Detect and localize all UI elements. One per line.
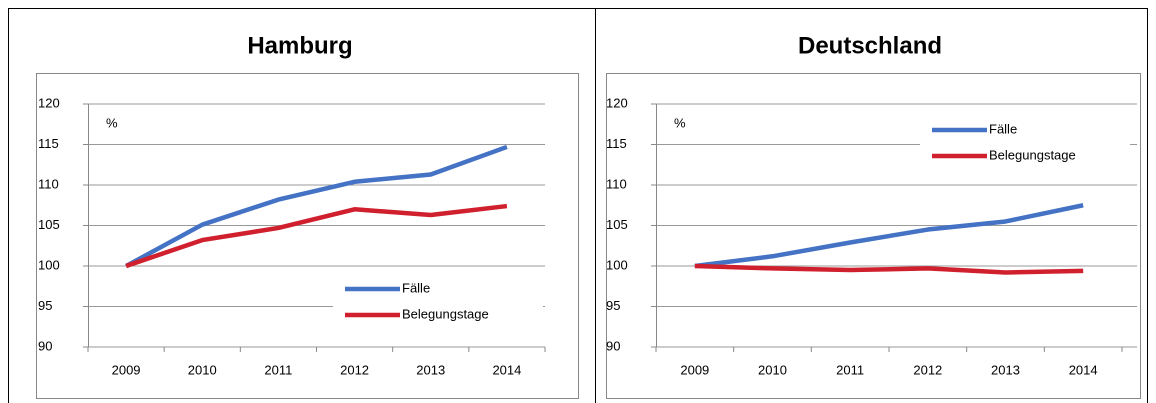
x-tick-label: 2010 <box>758 362 787 377</box>
x-tick-label: 2011 <box>836 362 864 377</box>
y-tick-label: 115 <box>38 136 59 151</box>
legend-box <box>333 275 543 333</box>
x-tick-label: 2012 <box>340 362 369 377</box>
y-tick-label: 90 <box>38 338 52 353</box>
x-tick-label: 2012 <box>913 362 942 377</box>
y-tick-label: 100 <box>38 257 60 272</box>
x-tick-label: 2011 <box>264 362 292 377</box>
y-tick-label: 95 <box>606 298 620 313</box>
series-line <box>694 203 1084 269</box>
y-tick-label: 105 <box>38 217 60 232</box>
legend-label: Belegungstage <box>402 306 489 321</box>
y-tick-label: 90 <box>606 338 620 353</box>
y-tick-label: 110 <box>38 176 59 191</box>
series-line <box>694 263 1084 275</box>
x-tick-label: 2009 <box>680 362 709 377</box>
y-unit-label: % <box>674 115 686 130</box>
y-tick-label: 100 <box>606 257 628 272</box>
y-tick-label: 120 <box>38 95 60 110</box>
y-unit-label: % <box>106 115 118 130</box>
x-tick-label: 2013 <box>416 362 445 377</box>
x-tick-label: 2014 <box>1069 362 1098 377</box>
chart-box <box>36 73 579 399</box>
y-tick-label: 105 <box>606 217 628 232</box>
legend-box <box>920 116 1130 174</box>
chart-box <box>606 73 1141 399</box>
chart-title: Hamburg <box>247 32 352 59</box>
y-tick-label: 120 <box>606 95 628 110</box>
x-tick-label: 2013 <box>991 362 1020 377</box>
series-line <box>125 203 508 269</box>
x-tick-label: 2010 <box>188 362 217 377</box>
series-line <box>125 144 508 268</box>
chart-title: Deutschland <box>798 32 942 59</box>
x-tick-label: 2009 <box>112 362 141 377</box>
y-tick-label: 110 <box>606 176 627 191</box>
legend-label: Fälle <box>989 121 1017 136</box>
legend-label: Belegungstage <box>989 147 1076 162</box>
y-tick-label: 95 <box>38 298 52 313</box>
x-tick-label: 2014 <box>492 362 521 377</box>
legend-label: Fälle <box>402 280 430 295</box>
y-tick-label: 115 <box>606 136 627 151</box>
